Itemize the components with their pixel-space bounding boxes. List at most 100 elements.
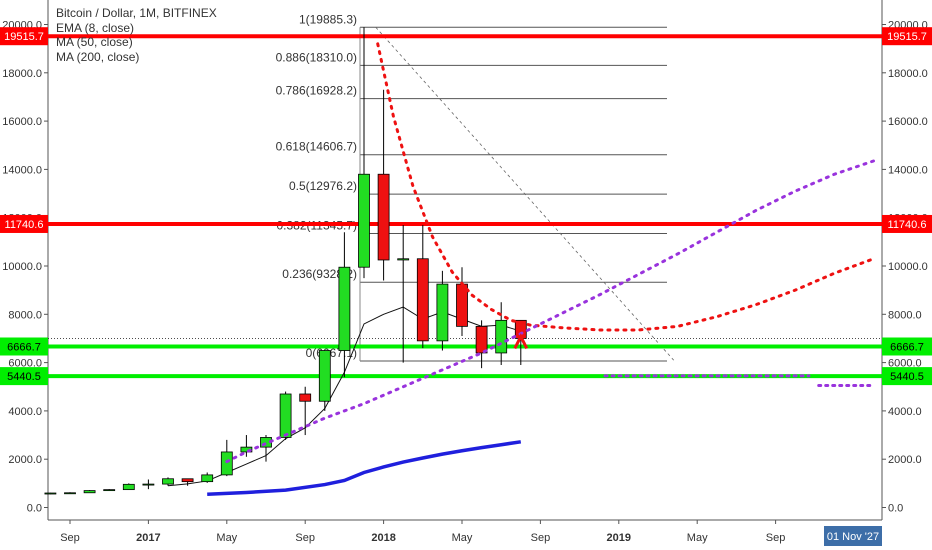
y-tick-label-right: 18000.0 xyxy=(888,68,928,80)
candle-body xyxy=(279,393,292,438)
x-tick-label: 2018 xyxy=(371,532,395,544)
level-badge-right xyxy=(882,337,932,356)
candle-body xyxy=(397,258,410,261)
x-tick-label: 2019 xyxy=(607,532,631,544)
fib-label: 0.236(9328.2) xyxy=(282,267,357,281)
candle xyxy=(377,89,390,281)
candle xyxy=(240,435,253,457)
x-tick-label: Sep xyxy=(60,532,80,544)
candle xyxy=(436,270,449,351)
candle-body xyxy=(103,489,116,492)
level-badge-left xyxy=(0,337,48,356)
candle-body xyxy=(64,492,76,495)
x-tick-label: Sep xyxy=(295,532,315,544)
candle-body xyxy=(201,474,214,483)
y-tick-label-right: 6000.0 xyxy=(888,358,922,370)
chart-title: Bitcoin / Dollar, 1M, BITFINEX xyxy=(56,6,217,20)
level-label-left: 5440.5 xyxy=(7,371,41,383)
y-tick-label-left: 16000.0 xyxy=(2,116,42,128)
candle-body xyxy=(162,478,174,485)
projection-red xyxy=(376,42,876,332)
candle xyxy=(162,477,174,486)
date-badge-text: 01 Nov '27 xyxy=(827,531,879,543)
projection-purple xyxy=(225,159,876,464)
target-marker xyxy=(513,333,529,350)
level-label-right: 11740.6 xyxy=(888,219,927,231)
candle xyxy=(495,302,508,366)
chart-legend: Bitcoin / Dollar, 1M, BITFINEX EMA (8, c… xyxy=(56,6,217,64)
level-badge-right xyxy=(882,27,932,46)
level-label-left: 19515.7 xyxy=(4,31,44,43)
level-badge-right xyxy=(882,367,932,386)
level-label-right: 5440.5 xyxy=(890,371,924,383)
fib-label: 1(19885.3) xyxy=(299,12,357,26)
y-tick-label-left: 8000.0 xyxy=(8,309,42,321)
candle xyxy=(201,472,214,483)
y-tick-label-left: 18000.0 xyxy=(2,68,42,80)
y-tick-label-right: 10000.0 xyxy=(888,261,928,273)
y-tick-label-left: 10000.0 xyxy=(2,261,42,273)
candle xyxy=(220,439,233,477)
level-label-left: 11740.6 xyxy=(5,219,44,231)
candle-body xyxy=(83,490,96,494)
trendline xyxy=(375,27,674,361)
candle-body xyxy=(377,173,390,261)
y-tick-label-left: 4000.0 xyxy=(8,406,42,418)
candle xyxy=(103,489,116,492)
x-tick-label: May xyxy=(452,532,473,544)
y-tick-label-left: 6000.0 xyxy=(8,358,42,370)
legend-ma50: MA (50, close) xyxy=(56,35,133,49)
x-tick-label: Sep xyxy=(766,532,786,544)
candle-body xyxy=(456,283,468,327)
y-tick-label-left: 14000.0 xyxy=(2,164,42,176)
level-label-right: 19515.7 xyxy=(887,31,927,43)
y-tick-label-right: 8000.0 xyxy=(888,309,922,321)
candle xyxy=(358,27,370,279)
x-tick-label: Sep xyxy=(531,532,551,544)
candle-body xyxy=(142,483,155,486)
y-tick-label-right: 14000.0 xyxy=(888,164,928,176)
level-badge-right xyxy=(882,214,932,233)
y-tick-label-right: 0.0 xyxy=(888,503,903,515)
y-tick-label-left: 0.0 xyxy=(27,503,42,515)
candle-body xyxy=(299,393,312,402)
candle-body xyxy=(338,266,351,351)
candle-body xyxy=(240,446,253,453)
y-tick-label-right: 2000.0 xyxy=(888,454,922,466)
candle xyxy=(279,391,292,440)
candle-body xyxy=(44,492,57,495)
candle-body xyxy=(495,319,508,354)
candle-body xyxy=(122,483,135,491)
candle-body xyxy=(475,325,488,354)
candle xyxy=(318,350,331,411)
x-tick-label: 2017 xyxy=(136,532,160,544)
y-tick-label-left: 2000.0 xyxy=(8,454,42,466)
level-label-left: 6666.7 xyxy=(7,341,41,353)
x-tick-label: May xyxy=(216,532,237,544)
candle xyxy=(397,224,410,363)
candle xyxy=(338,232,351,378)
fib-label: 0.5(12976.2) xyxy=(289,179,357,193)
candle xyxy=(475,320,488,369)
x-tick-label: May xyxy=(687,532,708,544)
candle-body xyxy=(181,478,194,483)
level-badge-left xyxy=(0,367,48,386)
candle xyxy=(44,492,57,495)
legend-ema: EMA (8, close) xyxy=(56,20,135,35)
level-badge-left xyxy=(0,214,48,233)
level-badge-left xyxy=(0,27,48,46)
candle-body xyxy=(220,451,233,476)
y-tick-label-right: 16000.0 xyxy=(888,116,928,128)
ma50-line xyxy=(207,440,522,496)
level-label-right: 6666.7 xyxy=(890,341,924,353)
candle xyxy=(299,386,312,436)
legend-ma200: MA (200, close) xyxy=(56,49,140,64)
candle xyxy=(122,483,135,491)
candle xyxy=(142,479,155,490)
date-badge xyxy=(824,526,882,546)
y-tick-label-right: 4000.0 xyxy=(888,406,922,418)
candle-body xyxy=(358,173,370,268)
candle-body xyxy=(416,258,429,342)
candle-body xyxy=(318,350,331,402)
